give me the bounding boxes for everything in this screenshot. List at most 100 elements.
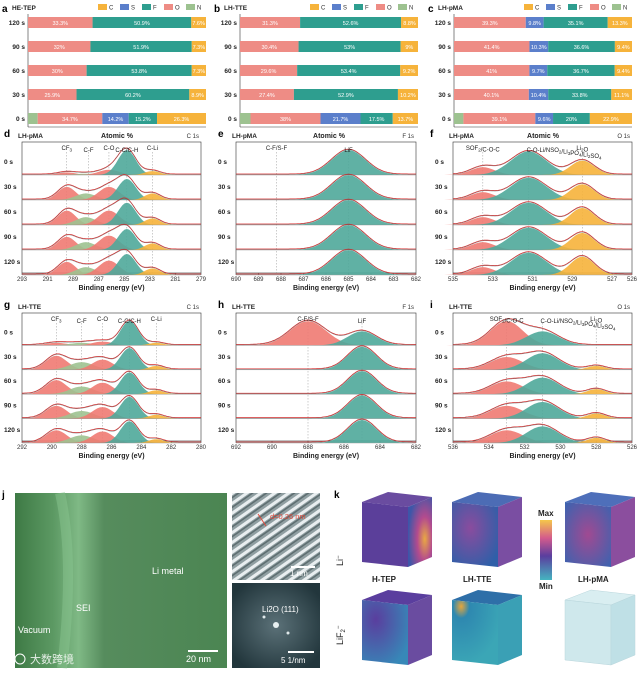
- xps-component-peak: [45, 193, 127, 200]
- xps-panel-d: d LH-pMA C 1s 293 291 289 287 285 283 281 279 Bindi…: [4, 129, 207, 292]
- xps-row-time: 30 s: [4, 184, 17, 191]
- bar-value-S: 9.8%: [528, 21, 541, 27]
- xps-raw-data: [236, 224, 416, 250]
- xps-sample-label: LH-pMA: [232, 133, 257, 140]
- xps-tick-label: 688: [303, 445, 314, 451]
- xps-component-peak: [457, 202, 601, 225]
- xps-component-peak: [60, 359, 145, 370]
- xps-component-peak: [457, 151, 601, 175]
- bar-value-F: 51.9%: [133, 45, 149, 51]
- xps-component-peak: [457, 252, 601, 275]
- xps-component-peak: [33, 386, 130, 395]
- xps-panel-g: g LH-TTE C 1s 292 290 288 286 284 282 280 Binding …: [4, 300, 207, 460]
- xps-component-peak: [304, 419, 420, 443]
- xps-component-peak: [33, 435, 130, 443]
- xps-fit-envelope: [452, 176, 632, 200]
- bar-segment-F: [76, 89, 190, 100]
- bar-value-S: 10.3%: [531, 45, 547, 51]
- bar-panel-c: c LH-pMA C S F O N Atomic % 120 s 39.3% 9.8% 35.1% 1…: [428, 4, 632, 140]
- legend-label-N: N: [623, 6, 627, 12]
- bar-segment-O: [463, 113, 536, 124]
- xps-plot-frame: [21, 141, 202, 274]
- bar-segment-F: [360, 113, 393, 124]
- row-label-lif-sub: 2: [341, 628, 347, 632]
- xps-component-peak: [30, 261, 103, 275]
- bar-row-time: 60 s: [224, 68, 237, 75]
- bar-row-time: 30 s: [224, 92, 237, 99]
- xps-row-time: 60 s: [4, 209, 17, 216]
- xps-raw-data: [452, 351, 632, 370]
- xps-tick-label: 684: [375, 445, 386, 451]
- bar-segment-C: [614, 41, 632, 52]
- xps-row-time: 30 s: [435, 184, 448, 191]
- xps-panel-i: i LH-TTE O 1s 536 534 532 530 528 526 Binding ene…: [430, 300, 638, 460]
- xps-raw-data: [22, 347, 201, 370]
- bar-segment-F: [548, 89, 612, 100]
- tem-label-li-metal: Li metal: [152, 566, 184, 576]
- legend-label-F: F: [579, 6, 583, 12]
- legend-swatch-F: [354, 4, 363, 10]
- legend-label-C: C: [535, 6, 540, 12]
- bar-value-C: 9%: [405, 45, 413, 51]
- bar-segment-F: [297, 65, 401, 76]
- bar-segment-F: [90, 41, 192, 52]
- xps-component-peak: [30, 210, 103, 225]
- bar-row-time: 0 s: [16, 116, 25, 123]
- xps-tick-label: 289: [68, 277, 79, 283]
- xps-tick-label: 692: [231, 445, 242, 451]
- xps-tick-label: 290: [47, 445, 58, 451]
- xps-row-time: 60 s: [435, 378, 448, 385]
- xps-tick-label: 292: [17, 445, 28, 451]
- xps-raw-data: [452, 202, 632, 225]
- bar-value-F: 52.6%: [343, 21, 359, 27]
- xps-row-time: 120 s: [4, 259, 21, 266]
- xps-tick-label: 526: [627, 445, 638, 451]
- bar-value-O: 38%: [280, 117, 291, 123]
- xps-peak-label: CF3: [61, 146, 72, 153]
- xps-row-time: 0 s: [435, 329, 444, 336]
- bar-segment-F: [543, 17, 608, 28]
- bar-segment-O: [240, 41, 299, 52]
- bar-title: HE-TEP: [12, 5, 37, 12]
- bar-segment-O: [454, 17, 526, 28]
- xps-tick-label: 282: [166, 445, 177, 451]
- bar-value-O: 40.1%: [484, 93, 500, 99]
- xps-tick-label: 687: [298, 277, 309, 283]
- bar-segment-C: [401, 17, 418, 28]
- xps-component-peak: [478, 331, 607, 346]
- xps-row-time: 0 s: [4, 159, 13, 166]
- xps-component-peak: [121, 218, 184, 225]
- bar-segment-O: [250, 113, 321, 124]
- bar-value-O: 31.3%: [262, 21, 278, 27]
- xps-row-time: 30 s: [218, 354, 231, 361]
- xps-component-peak: [126, 366, 187, 370]
- xps-component-peak: [45, 217, 127, 225]
- xps-raw-data: [236, 199, 416, 225]
- xps-component-peak: [45, 267, 127, 275]
- row-label-li: Li−: [335, 555, 345, 566]
- bar-segment-S: [525, 17, 544, 28]
- legend-swatch-F: [142, 4, 151, 10]
- bar-value-C: 26.3%: [174, 117, 190, 123]
- legend-swatch-N: [612, 4, 621, 10]
- xps-fit-envelope: [236, 198, 416, 225]
- legend-swatch-C: [524, 4, 533, 10]
- bar-value-C: 22.9%: [603, 117, 619, 123]
- fft-spot-2: [286, 631, 290, 635]
- xps-component-peak: [478, 353, 607, 370]
- lattice-spacing-marker: [257, 513, 267, 527]
- bar-value-O: 33.3%: [52, 21, 68, 27]
- xps-raw-data: [452, 227, 632, 250]
- colorbar: Max Min: [538, 509, 554, 591]
- xps-fit-envelope: [236, 418, 416, 443]
- panel-letter-i: i: [430, 300, 433, 311]
- bar-segment-O: [37, 113, 103, 124]
- bar-value-S: 21.7%: [333, 117, 349, 123]
- xps-component-peak: [304, 346, 420, 370]
- xps-raw-data: [236, 346, 416, 370]
- xps-raw-data: [452, 375, 632, 394]
- xps-component-peak: [121, 268, 184, 275]
- bar-value-O: 39.3%: [482, 21, 498, 27]
- xps-core-label: C 1s: [187, 134, 199, 140]
- xps-panel-f: f LH-pMA O 1s 535 533 531 529 527 526 Binding ene…: [430, 129, 638, 292]
